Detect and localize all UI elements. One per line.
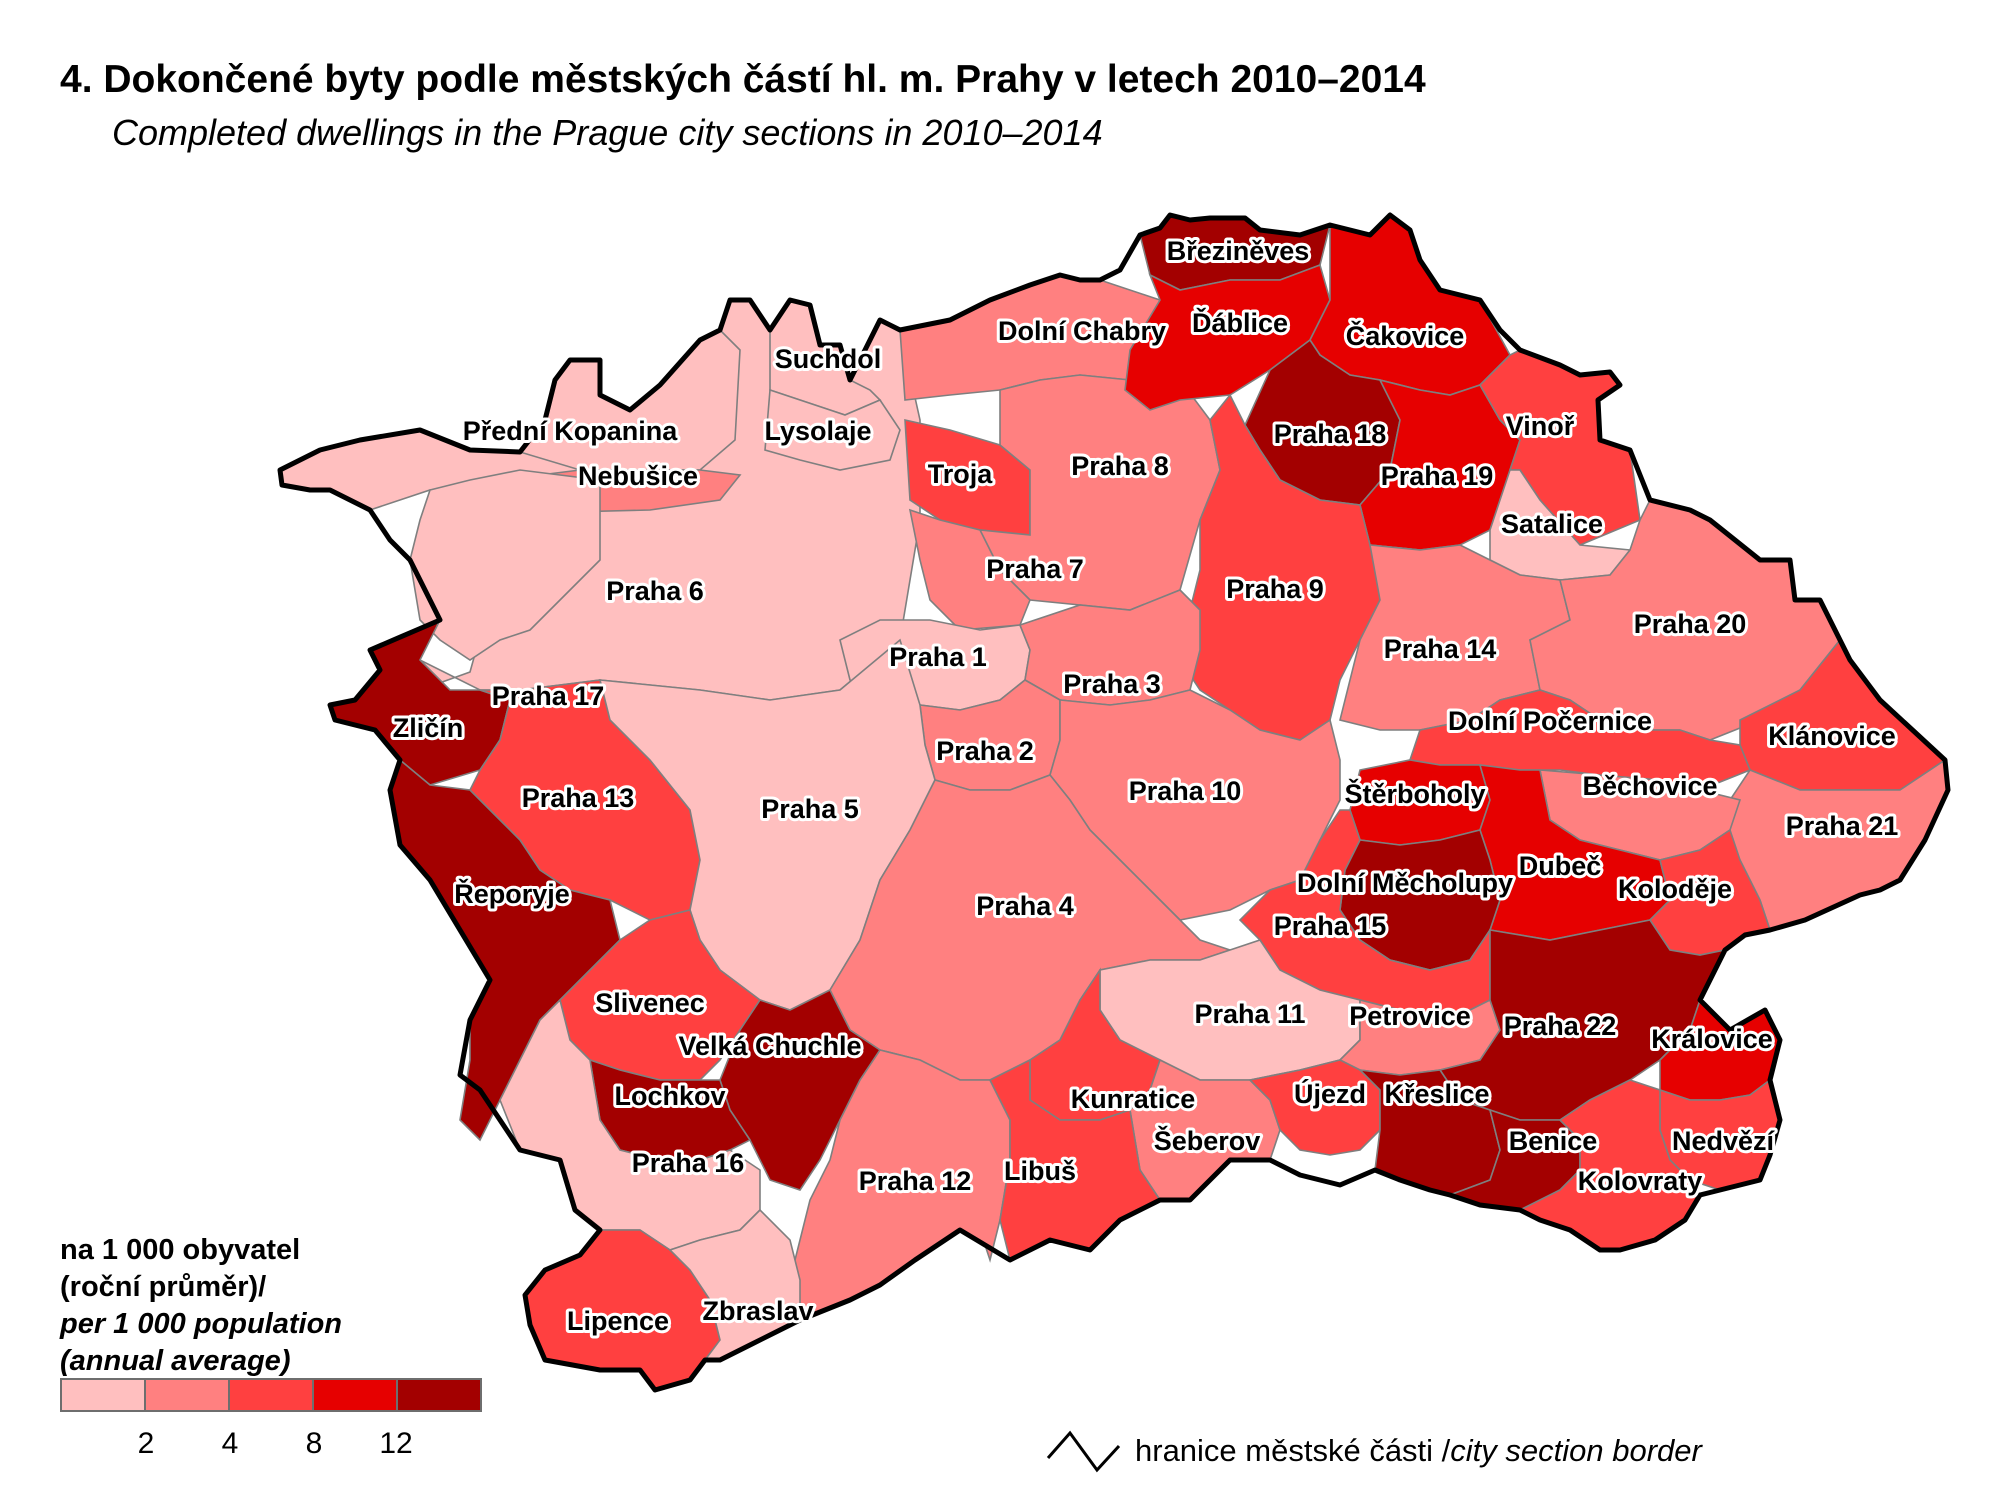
legend-title-cz: na 1 000 obyvatel (60, 1234, 301, 1266)
legend-swatch-2 (146, 1380, 230, 1410)
legend-break-8: 8 (305, 1427, 323, 1460)
district-label-seberov: Šeberov (1154, 1125, 1261, 1156)
legend-swatch-4 (314, 1380, 398, 1410)
district-label-lochkov: Lochkov (614, 1081, 725, 1111)
district-label-predni-kopanina: Přední Kopanina (463, 416, 679, 446)
district-label-praha-18: Praha 18 (1274, 419, 1387, 449)
district-label-dablice: Ďáblice (1192, 307, 1288, 338)
district-label-libus: Libuš (1004, 1156, 1076, 1186)
district-ujezd (1248, 1059, 1381, 1156)
border-legend-label-cz: hranice městské části / (1135, 1433, 1451, 1468)
district-label-praha-15: Praha 15 (1274, 911, 1387, 941)
district-label-praha-4: Praha 4 (976, 891, 1074, 921)
district-label-suchdol: Suchdol (775, 344, 882, 374)
district-label-praha-1: Praha 1 (889, 642, 987, 672)
district-label-satalice: Satalice (1501, 509, 1603, 539)
district-label-cakovice: Čakovice (1346, 320, 1465, 351)
district-label-kralovice: Královice (1651, 1024, 1773, 1054)
district-label-praha-12: Praha 12 (859, 1166, 972, 1196)
district-label-vinor: Vinoř (1506, 411, 1575, 441)
district-labels: Praha 6 Přední Kopanina Nebušice Suchdol Lys… (390, 233, 1902, 1339)
district-label-praha-13: Praha 13 (522, 783, 635, 813)
legend-title-en-2: (annual average) (60, 1345, 291, 1377)
legend-title-cz-2: (roční průměr)/ (60, 1271, 267, 1303)
district-label-klanovice: Klánovice (1768, 721, 1896, 751)
district-label-dolni-pocernice: Dolní Počernice (1448, 706, 1652, 736)
district-label-petrovice: Petrovice (1349, 1001, 1471, 1031)
district-label-praha-10: Praha 10 (1129, 776, 1242, 806)
map-title: 4. Dokončené byty podle městských částí … (60, 58, 1426, 101)
legend-break-4: 4 (221, 1427, 239, 1460)
district-regions (279, 213, 1949, 1391)
district-label-dubec: Dubeč (1519, 851, 1602, 881)
border-line-icon (1046, 1430, 1121, 1473)
district-lysolaje (764, 388, 901, 471)
district-predni-kopanina (518, 329, 741, 471)
district-label-praha-5: Praha 5 (761, 794, 859, 824)
district-label-kolovraty: Kolovraty (1578, 1166, 1703, 1196)
district-label-praha-14: Praha 14 (1384, 634, 1497, 664)
legend-swatch-5 (398, 1380, 480, 1410)
district-label-brezineves: Březiněves (1167, 236, 1310, 266)
district-label-praha-20: Praha 20 (1634, 609, 1747, 639)
district-label-zlicin: Zličín (393, 713, 464, 743)
district-label-praha-11: Praha 11 (1194, 999, 1305, 1029)
district-label-velka-chuchle: Velká Chuchle (678, 1031, 861, 1061)
district-label-benice: Benice (1509, 1126, 1598, 1156)
district-label-nebusice: Nebušice (578, 461, 698, 491)
border-legend-label-en: city section border (1450, 1433, 1702, 1468)
district-label-praha-22: Praha 22 (1504, 1011, 1617, 1041)
map-subtitle: Completed dwellings in the Prague city s… (112, 112, 1103, 153)
district-label-praha-19: Praha 19 (1381, 461, 1494, 491)
legend-swatch-3 (230, 1380, 314, 1410)
district-label-kunratice: Kunratice (1071, 1084, 1196, 1114)
district-label-ujezd: Újezd (1294, 1078, 1366, 1109)
district-label-bechovice: Běchovice (1582, 771, 1717, 801)
legend-break-2: 2 (137, 1427, 155, 1460)
district-label-praha-8: Praha 8 (1071, 451, 1169, 481)
district-praha-7 (908, 508, 1031, 631)
district-label-slivenec: Slivenec (595, 988, 705, 1018)
district-label-praha-17: Praha 17 (492, 681, 605, 711)
district-label-praha-9: Praha 9 (1226, 574, 1324, 604)
district-label-kolodeje: Koloděje (1618, 874, 1732, 904)
legend-title: na 1 000 obyvatel (roční průměr)/ per 1 … (60, 1232, 342, 1380)
district-label-praha-7: Praha 7 (986, 554, 1084, 584)
district-praha-22 (1438, 919, 1727, 1121)
district-label-lipence: Lipence (567, 1306, 669, 1336)
district-label-lysolaje: Lysolaje (764, 416, 871, 446)
district-label-praha-3: Praha 3 (1063, 669, 1161, 699)
district-label-praha-6: Praha 6 (606, 576, 704, 606)
district-label-dolni-chabry: Dolní Chabry (998, 316, 1166, 346)
district-label-troja: Troja (928, 459, 994, 489)
legend-title-en: per 1 000 population (60, 1308, 342, 1340)
district-label-zbraslav: Zbraslav (702, 1296, 813, 1326)
district-label-praha-21: Praha 21 (1786, 811, 1899, 841)
district-label-dolni-mecholupy: Dolní Měcholupy (1297, 868, 1513, 898)
district-label-kreslice: Křeslice (1384, 1079, 1489, 1109)
district-label-nedvezi: Nedvězí (1672, 1126, 1776, 1156)
legend-swatch-1 (62, 1380, 146, 1410)
district-label-praha-2: Praha 2 (936, 736, 1034, 766)
district-label-reporyje: Řeporyje (454, 878, 570, 909)
city-outline (277, 212, 1951, 1393)
district-label-praha-16: Praha 16 (632, 1148, 745, 1178)
border-legend: hranice městské části / city section bor… (1045, 1428, 1702, 1474)
district-label-sterboholy: Štěrboholy (1344, 778, 1485, 809)
legend-break-12: 12 (379, 1427, 413, 1460)
district-praha-17 (409, 469, 601, 661)
legend-color-scale (60, 1378, 482, 1412)
